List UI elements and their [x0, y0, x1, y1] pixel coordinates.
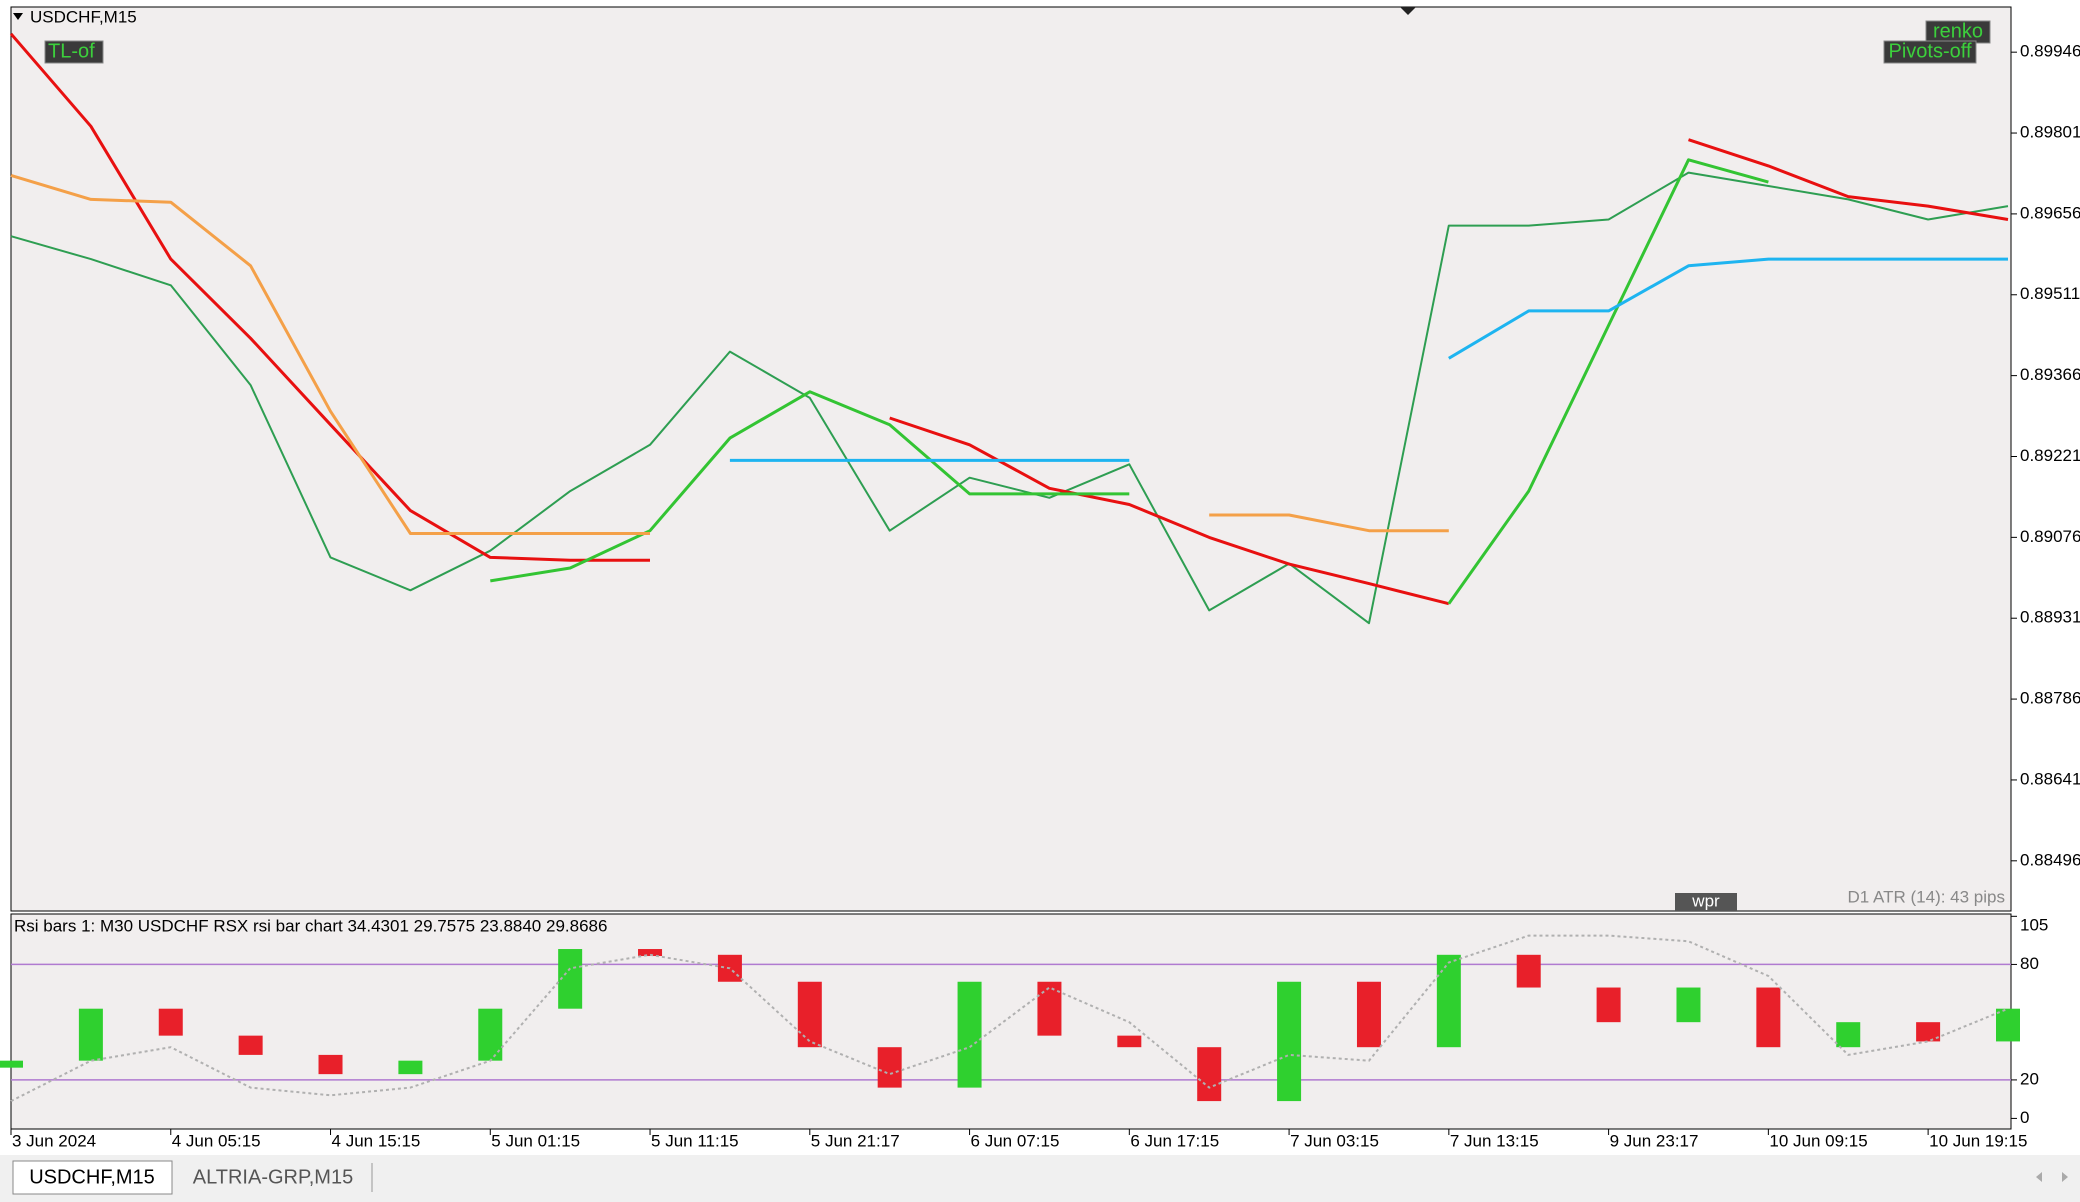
- x-tick-label: 7 Jun 13:15: [1450, 1131, 1539, 1150]
- tl-button[interactable]: [44, 40, 104, 64]
- rsi-bar: [1996, 1008, 2020, 1042]
- x-tick-label: 4 Jun 15:15: [332, 1131, 421, 1150]
- rsi-bar: [1916, 1022, 1941, 1042]
- series-line: [9, 32, 2009, 606]
- y-tick-label: 0.89076: [2020, 527, 2080, 546]
- rsi-bar: [1836, 1022, 1861, 1048]
- y-tick-label: 0.88641: [2020, 769, 2080, 788]
- y-tick-label: 0.89511: [2020, 284, 2080, 303]
- rsi-bar: [398, 1060, 423, 1075]
- x-tick-label: 5 Jun 21:17: [811, 1131, 900, 1150]
- x-tick-label: 5 Jun 01:15: [491, 1131, 580, 1150]
- y-tick-label: 105: [2020, 915, 2048, 934]
- pivots-button-label[interactable]: Pivots-off: [1889, 40, 1972, 62]
- rsi-bar: [1356, 981, 1381, 1048]
- wpr-button-label[interactable]: wpr: [1691, 891, 1720, 910]
- atr-label: D1 ATR (14): 43 pips: [1848, 887, 2005, 906]
- x-tick-label: 10 Jun 19:15: [1929, 1131, 2027, 1150]
- rsi-bar: [1277, 981, 1302, 1102]
- tab-label[interactable]: ALTRIA-GRP,M15: [193, 1166, 353, 1188]
- x-tick-label: 5 Jun 11:15: [651, 1131, 739, 1150]
- y-tick-label: 80: [2020, 954, 2039, 973]
- tab-label[interactable]: USDCHF,M15: [29, 1166, 155, 1188]
- x-tick-label: 7 Jun 03:15: [1290, 1131, 1379, 1150]
- rsi-bar: [1676, 987, 1701, 1023]
- tab-bar: [0, 1155, 2080, 1202]
- x-tick-label: 3 Jun 2024: [12, 1131, 96, 1150]
- x-tick-label: 9 Jun 23:17: [1610, 1131, 1699, 1150]
- y-tick-label: 0.89801: [2020, 123, 2080, 142]
- series-line: [490, 158, 1769, 605]
- tl-button-label[interactable]: TL-of: [48, 40, 95, 62]
- rsi-title: Rsi bars 1: M30 USDCHF RSX rsi bar chart…: [14, 916, 607, 935]
- rsi-bar: [1197, 1047, 1222, 1102]
- rsi-bar: [1117, 1035, 1142, 1048]
- rsi-bar: [158, 1008, 183, 1036]
- y-tick-label: 0.88786: [2020, 689, 2080, 708]
- y-tick-label: 0.89366: [2020, 365, 2080, 384]
- pivots-button[interactable]: [1883, 40, 1977, 64]
- rsi-bar: [877, 1047, 902, 1088]
- rsi-bar: [478, 1008, 503, 1061]
- rsi-bar: [238, 1035, 263, 1055]
- shift-marker: [1400, 7, 1416, 15]
- rsi-bar: [1436, 954, 1461, 1048]
- y-tick-label: 0: [2020, 1108, 2029, 1127]
- rsi-bar: [78, 1008, 103, 1061]
- series-line: [10, 934, 2009, 1102]
- renko-button-label[interactable]: renko: [1933, 20, 1983, 42]
- y-tick-label: 0.89656: [2020, 203, 2080, 222]
- rsi-bar: [1596, 987, 1621, 1023]
- x-tick-label: 6 Jun 07:15: [971, 1131, 1060, 1150]
- x-tick-label: 4 Jun 05:15: [172, 1131, 261, 1150]
- rsi-bar: [1516, 954, 1541, 988]
- y-tick-label: 0.88496: [2020, 850, 2080, 869]
- rsi-bar: [0, 1060, 23, 1068]
- tab-active[interactable]: [12, 1160, 173, 1195]
- y-tick-label: 0.89221: [2020, 446, 2080, 465]
- rsi-bar: [797, 981, 822, 1048]
- x-tick-label: 6 Jun 17:15: [1130, 1131, 1219, 1150]
- series-line: [10, 171, 2009, 625]
- rsi-bar: [957, 981, 982, 1088]
- rsi-bar: [1756, 987, 1781, 1048]
- rsi-pane: [10, 913, 2012, 1130]
- y-tick-label: 20: [2020, 1069, 2039, 1088]
- rsi-bar: [1037, 981, 1062, 1036]
- rsi-bar: [638, 949, 663, 957]
- series-line: [10, 173, 1449, 535]
- wpr-button[interactable]: [1675, 893, 1737, 911]
- chart-title: USDCHF,M15: [30, 7, 137, 26]
- menu-triangle[interactable]: [13, 13, 23, 20]
- x-tick-label: 10 Jun 09:15: [1769, 1131, 1867, 1150]
- rsi-bar: [318, 1054, 343, 1075]
- y-tick-label: 0.89946: [2020, 42, 2080, 61]
- y-tick-label: 0.88931: [2020, 608, 2080, 627]
- series-line: [729, 257, 2008, 462]
